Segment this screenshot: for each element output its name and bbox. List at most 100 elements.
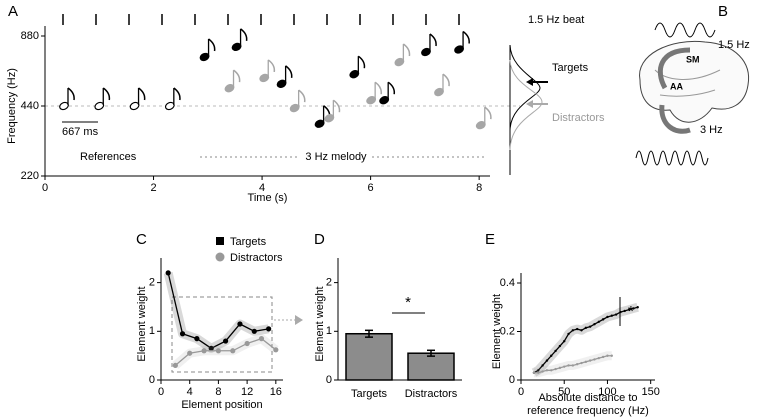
point bbox=[588, 359, 592, 362]
point bbox=[593, 323, 596, 326]
point bbox=[554, 367, 557, 371]
point bbox=[597, 356, 601, 360]
point bbox=[563, 340, 566, 343]
selection-box bbox=[171, 296, 273, 373]
point bbox=[215, 348, 222, 354]
arrow bbox=[659, 104, 691, 134]
panel-label: E bbox=[485, 231, 495, 248]
annotation: 667 ms bbox=[62, 126, 99, 138]
y-axis-label: Element weight bbox=[491, 294, 503, 369]
note-flag bbox=[67, 87, 75, 101]
point bbox=[627, 308, 631, 311]
y-tick-label: 1 bbox=[326, 325, 332, 337]
wave bbox=[654, 22, 716, 38]
point bbox=[537, 371, 540, 374]
y-tick-label: 0.4 bbox=[500, 277, 515, 289]
x-tick-label: 2 bbox=[150, 182, 156, 194]
note bbox=[289, 89, 306, 113]
arrow-head bbox=[295, 315, 303, 325]
note bbox=[199, 38, 216, 62]
note-flag bbox=[442, 73, 450, 87]
error-bar bbox=[365, 329, 373, 338]
brain-label: AA bbox=[670, 81, 683, 91]
x-tick-label: 0 bbox=[518, 386, 524, 398]
note bbox=[421, 33, 437, 57]
point bbox=[571, 364, 575, 367]
x-axis-label: reference frequency (Hz) bbox=[527, 405, 649, 417]
x-tick-label: 100 bbox=[598, 386, 616, 398]
x-axis-label: Absolute distance to bbox=[538, 392, 637, 404]
bar bbox=[345, 332, 393, 381]
x-tick-label: 150 bbox=[641, 386, 659, 398]
point bbox=[593, 358, 596, 361]
arrow-head bbox=[526, 78, 533, 86]
legend-marker bbox=[215, 252, 225, 262]
point bbox=[187, 350, 193, 356]
point bbox=[588, 325, 592, 328]
point bbox=[251, 328, 257, 334]
point bbox=[537, 369, 540, 372]
point bbox=[541, 370, 544, 373]
note bbox=[366, 81, 383, 105]
point bbox=[222, 338, 229, 344]
note bbox=[475, 106, 492, 130]
note bbox=[314, 105, 331, 128]
note bbox=[129, 87, 146, 111]
point bbox=[558, 344, 562, 348]
brain-label: 3 Hz bbox=[700, 124, 723, 136]
note-flag bbox=[240, 28, 248, 42]
note bbox=[224, 69, 241, 93]
point bbox=[571, 329, 575, 332]
y-tick-label: 1 bbox=[149, 325, 155, 337]
note bbox=[324, 99, 341, 123]
note-flag bbox=[374, 81, 383, 95]
note bbox=[454, 30, 470, 54]
note bbox=[349, 55, 366, 79]
wave bbox=[635, 150, 709, 166]
note-flag bbox=[332, 99, 341, 113]
note-flag bbox=[387, 81, 396, 95]
y-tick-label: 0 bbox=[326, 374, 332, 386]
note-flag bbox=[298, 89, 306, 103]
point bbox=[610, 314, 613, 317]
note bbox=[94, 87, 111, 111]
note-flag bbox=[173, 87, 181, 101]
x-axis-label: Time (s) bbox=[248, 192, 288, 204]
x-tick-label: 8 bbox=[476, 182, 482, 194]
point bbox=[580, 329, 583, 332]
arrow bbox=[657, 47, 691, 90]
point bbox=[266, 326, 272, 332]
x-tick-label: 4 bbox=[187, 386, 193, 398]
brain-label: SM bbox=[686, 54, 700, 64]
panel-label: A bbox=[8, 3, 18, 20]
y-axis-label: Element weight bbox=[136, 286, 148, 361]
x-tick-label: Targets bbox=[351, 388, 388, 400]
bar bbox=[407, 352, 455, 381]
point bbox=[614, 313, 618, 316]
brain-label: 1.5 Hz bbox=[718, 39, 750, 51]
note bbox=[394, 43, 411, 67]
distractor-distribution bbox=[509, 59, 543, 151]
x-tick-label: 8 bbox=[215, 386, 221, 398]
legend-label: Targets bbox=[230, 236, 267, 248]
legend-label: Distractors bbox=[230, 252, 283, 264]
annotation: 3 Hz melody bbox=[305, 151, 367, 163]
y-tick-label: 0 bbox=[149, 374, 155, 386]
note bbox=[231, 28, 248, 52]
panel-label: D bbox=[314, 231, 325, 248]
x-tick-label: 50 bbox=[558, 386, 570, 398]
note-flag bbox=[429, 33, 437, 47]
panel-label: B bbox=[718, 3, 728, 20]
y-axis-label: Frequency (Hz) bbox=[6, 68, 18, 144]
x-tick-label: 0 bbox=[42, 182, 48, 194]
legend-label: Targets bbox=[552, 62, 589, 74]
y-axis-label: Element weight bbox=[314, 286, 326, 361]
point bbox=[619, 310, 622, 314]
y-tick-label: 440 bbox=[21, 100, 39, 112]
point bbox=[541, 364, 544, 367]
note bbox=[259, 59, 276, 83]
note-flag bbox=[208, 38, 216, 52]
note bbox=[59, 87, 75, 111]
note bbox=[164, 87, 181, 111]
